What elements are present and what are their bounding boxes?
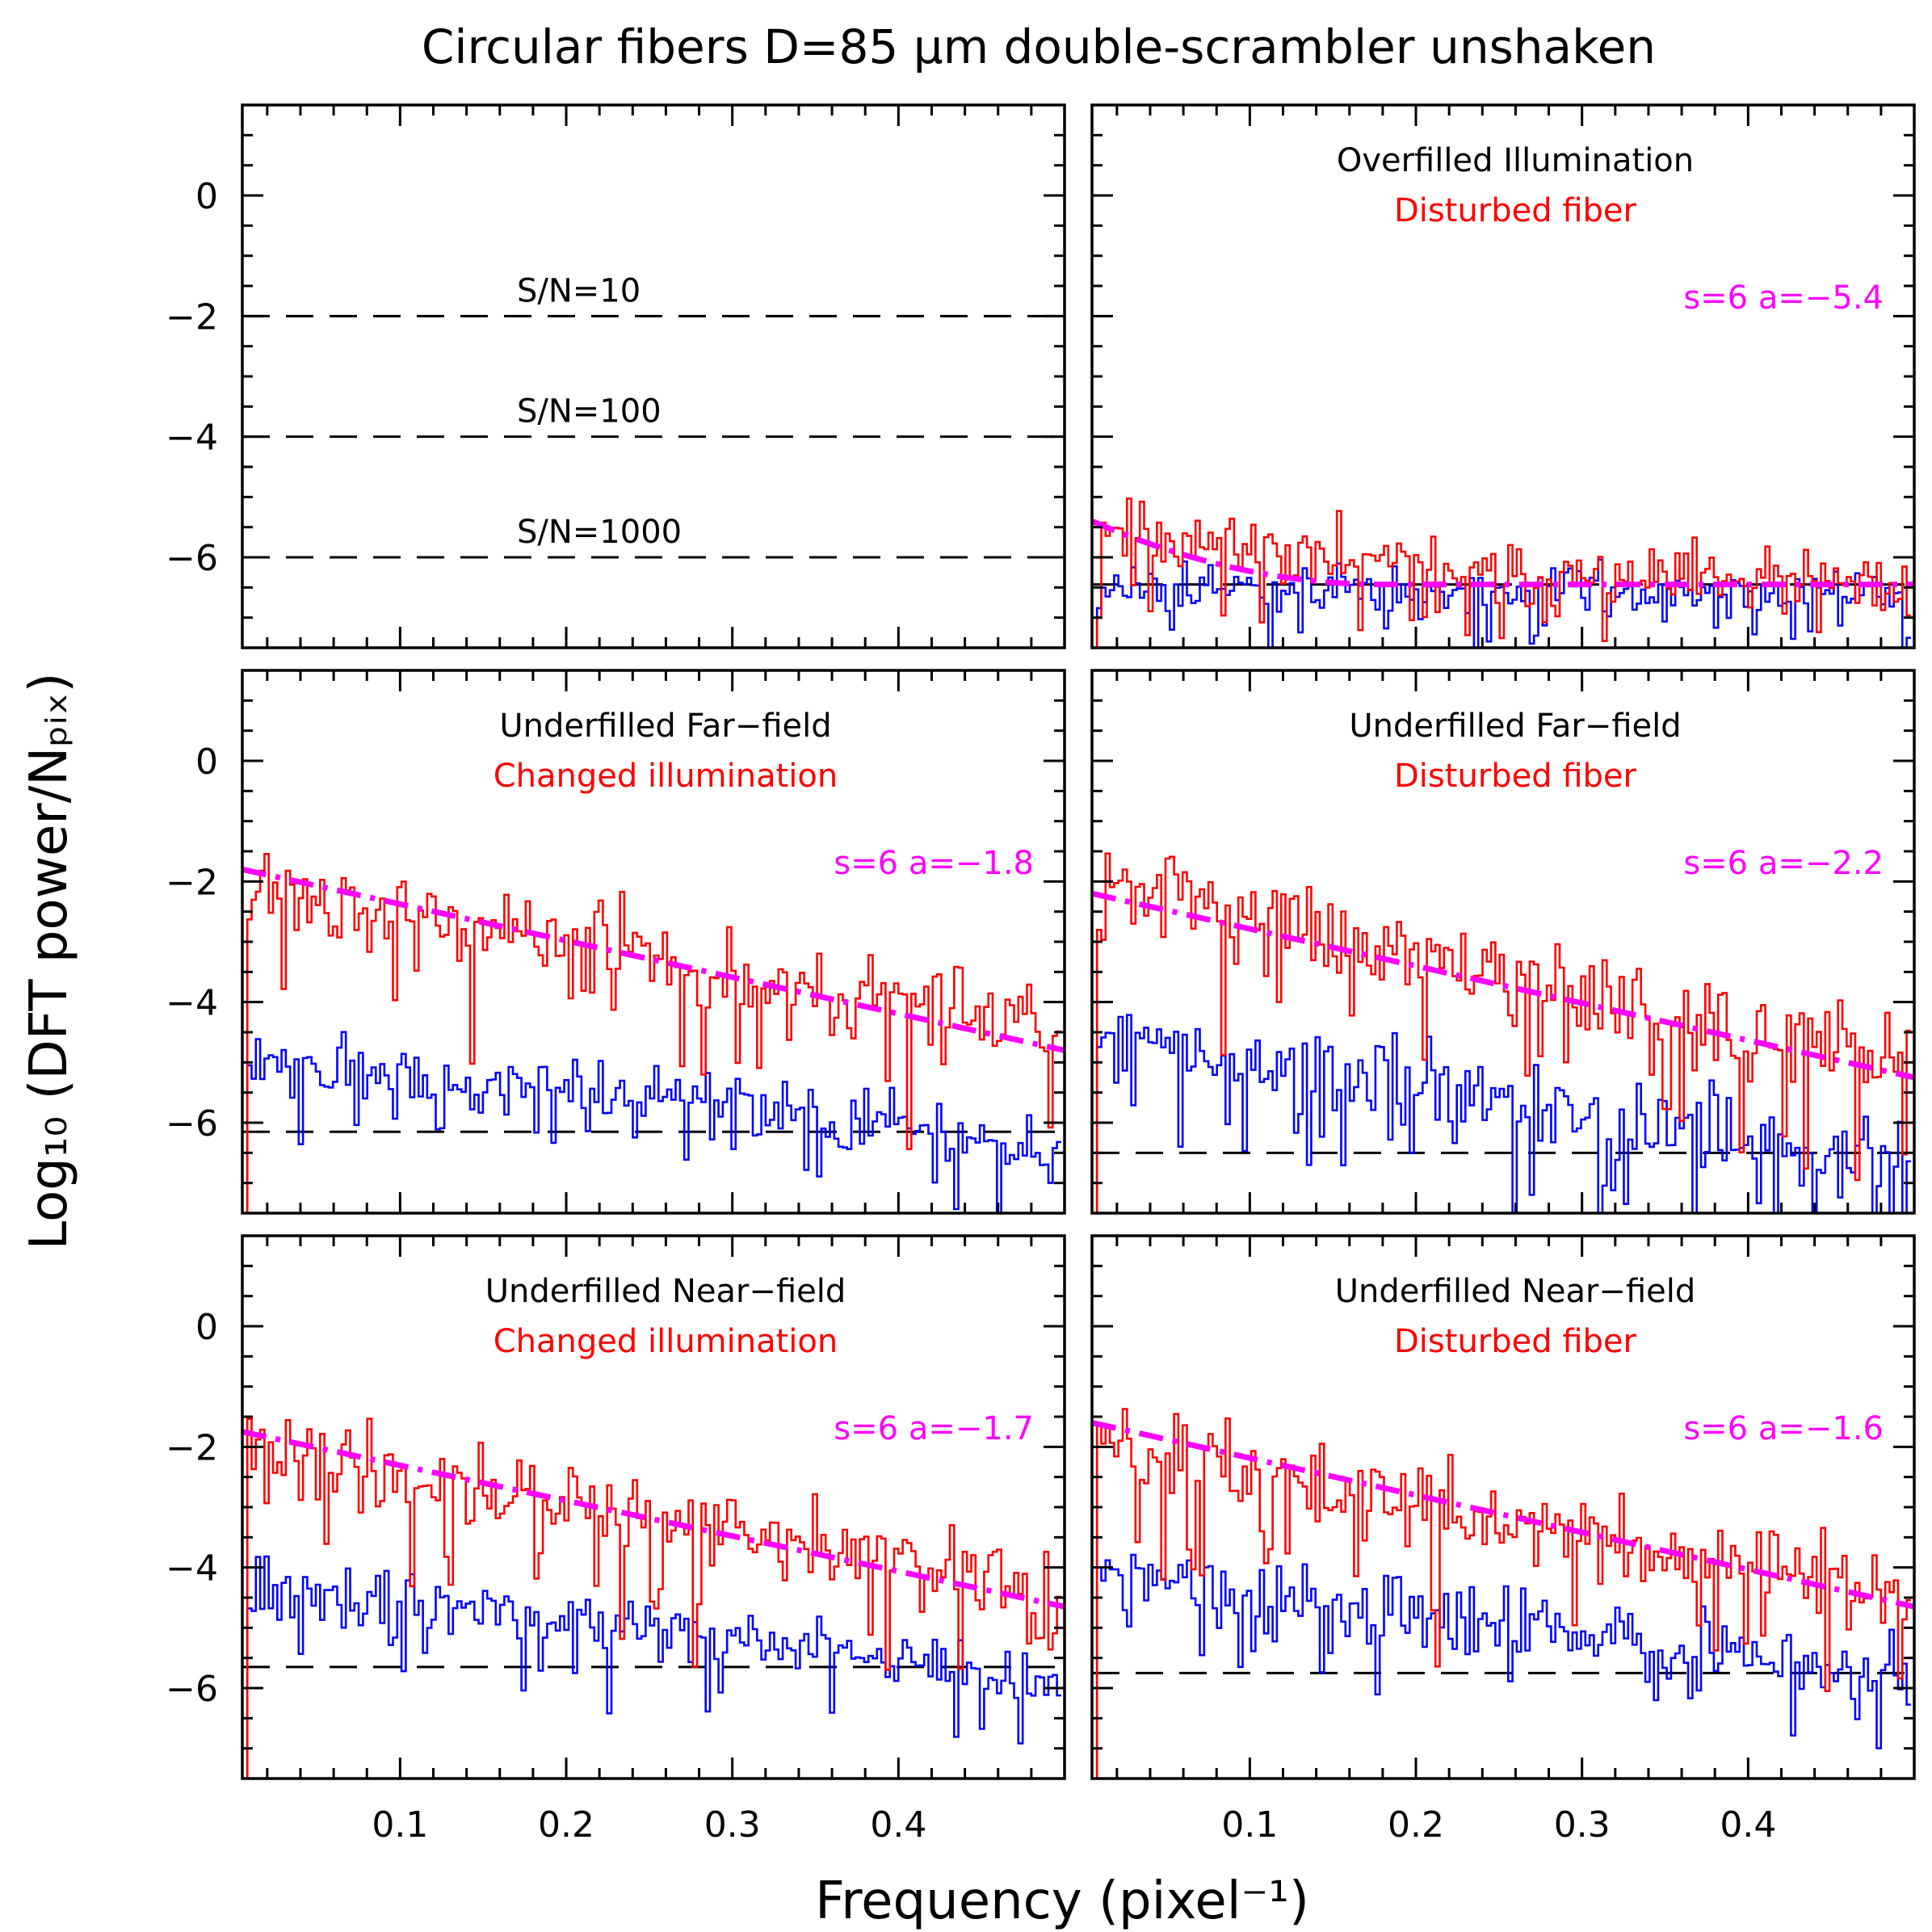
panel-frame [241, 103, 1066, 649]
blue-spectrum-line [1095, 1014, 1911, 1213]
chart-title: Circular fibers D=85 μm double-scrambler… [422, 19, 1656, 74]
red-spectrum-line [1095, 498, 1911, 648]
fit-line [242, 1429, 1065, 1610]
panel-title: Underfilled Near−field [1335, 1273, 1696, 1310]
panel-frame [1090, 103, 1916, 649]
x-tick-label: 0.4 [870, 1804, 926, 1846]
y-tick-label: −2 [166, 296, 218, 338]
y-tick-label: −6 [166, 1669, 218, 1710]
plot-area [242, 314, 1065, 559]
sn-label: S/N=10 [517, 272, 640, 309]
y-tick-label: −4 [166, 983, 218, 1024]
y-axis-label: Log₁₀ (DFT power/Nₚᵢₓ) [19, 673, 79, 1250]
y-tick-label: −6 [166, 1103, 218, 1144]
sn-label: S/N=1000 [517, 514, 682, 551]
panel-2: Overfilled Illumination Disturbed fiber s=… [1090, 103, 1916, 649]
panel-subtitle: Disturbed fiber [1394, 1323, 1637, 1360]
x-tick-label: 0.1 [372, 1804, 428, 1846]
x-tick-label: 0.2 [538, 1804, 594, 1846]
plot-area [242, 853, 1065, 1213]
y-tick-label: 0 [195, 741, 218, 783]
panel-subtitle: Changed illumination [494, 758, 838, 795]
fit-line [1092, 518, 1914, 588]
sn-label: S/N=100 [517, 393, 662, 430]
plot-area [242, 1418, 1065, 1779]
fit-label: s=6 a=−5.4 [1683, 279, 1884, 317]
fit-line [1092, 1420, 1914, 1610]
fit-label: s=6 a=−2.2 [1683, 845, 1884, 882]
blue-spectrum-line [1095, 1553, 1911, 1779]
x-axis-label: Frequency (pixel⁻¹) [815, 1871, 1309, 1931]
y-tick-label: −4 [166, 1548, 218, 1590]
fit-label: s=6 a=−1.8 [834, 845, 1034, 882]
y-tick-label: 0 [195, 1307, 218, 1348]
panel-1: 0 −2 −4 −6 S/N=10 S/N=100 S/N=1000 [166, 103, 1066, 649]
x-tick-label: 0.3 [1554, 1804, 1611, 1846]
panel-title: Overfilled Illumination [1337, 142, 1694, 179]
y-tick-label: −6 [166, 538, 218, 579]
panel-6: 0.1 0.2 0.3 0.4 Underfilled Near−field Distur… [1090, 1234, 1916, 1846]
plot-area [1092, 1408, 1914, 1779]
blue-spectrum-line [246, 1031, 1061, 1213]
blue-spectrum-line [246, 1555, 1061, 1779]
fit-label: s=6 a=−1.7 [834, 1410, 1034, 1447]
panel-title: Underfilled Far−field [499, 708, 831, 745]
panel-title: Underfilled Near−field [485, 1273, 846, 1310]
panel-frame [241, 1234, 1066, 1780]
y-tick-label: 0 [195, 176, 218, 217]
panel-5: 0 −2 −4 −6 0.1 0.2 0.3 0.4 Underfilled Near−fiel… [166, 1234, 1066, 1846]
panels-group: 0 −2 −4 −6 S/N=10 S/N=100 S/N=1000 Overfilled I… [166, 103, 1916, 1846]
red-spectrum-line [246, 1418, 1061, 1779]
panel-frame [1090, 669, 1916, 1215]
fit-line [1092, 890, 1914, 1081]
panel-4: Underfilled Far−field Disturbed fiber s=6 … [1090, 669, 1916, 1215]
plot-area [1092, 498, 1914, 648]
panel-subtitle: Changed illumination [494, 1323, 838, 1360]
fit-line [242, 866, 1065, 1053]
x-tick-label: 0.1 [1221, 1804, 1278, 1846]
panel-frame [1090, 1234, 1916, 1780]
panel-subtitle: Disturbed fiber [1394, 758, 1637, 795]
red-spectrum-line [246, 853, 1061, 1213]
fit-label: s=6 a=−1.6 [1683, 1410, 1884, 1447]
x-tick-label: 0.2 [1388, 1804, 1444, 1846]
x-tick-label: 0.4 [1720, 1804, 1776, 1846]
panel-subtitle: Disturbed fiber [1394, 192, 1637, 229]
panel-frame [241, 669, 1066, 1215]
panel-3: 0 −2 −4 −6 Underfilled Far−field Changed illu… [166, 669, 1066, 1215]
x-tick-label: 0.3 [704, 1804, 761, 1846]
y-tick-label: −2 [166, 1427, 218, 1468]
plot-area [1092, 852, 1914, 1213]
red-spectrum-line [1095, 1408, 1911, 1779]
y-tick-label: −4 [166, 418, 218, 459]
panel-title: Underfilled Far−field [1349, 708, 1681, 745]
red-spectrum-line [1095, 852, 1911, 1213]
y-tick-label: −2 [166, 862, 218, 903]
